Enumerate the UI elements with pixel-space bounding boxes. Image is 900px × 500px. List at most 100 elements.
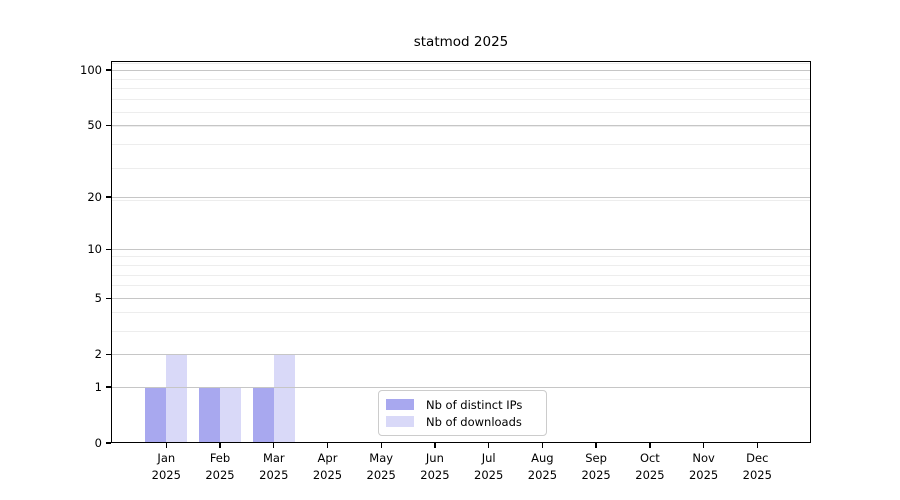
x-tick-label: Sep 2025: [564, 450, 628, 483]
x-tick-month: Jun: [425, 451, 444, 465]
bar-distinct-ips-mar: [252, 386, 274, 443]
gridline-minor: [111, 312, 811, 314]
y-tick-label: 10: [87, 241, 102, 256]
x-tick-label: Feb 2025: [188, 450, 252, 483]
x-tick-label: Jan 2025: [134, 450, 198, 483]
legend-swatch-downloads: [386, 415, 414, 428]
x-tick-month: Jul: [481, 451, 496, 465]
x-tick-month: Jan: [157, 451, 176, 465]
x-tick-year: 2025: [259, 467, 289, 482]
x-tick-month: Oct: [639, 451, 660, 465]
gridline-minor: [111, 126, 811, 128]
x-tick-mark: [649, 443, 651, 448]
x-tick-mark: [273, 443, 275, 448]
x-tick-mark: [165, 443, 167, 448]
x-tick-year: 2025: [688, 467, 719, 482]
x-tick-label: Apr 2025: [296, 450, 360, 483]
x-tick-mark: [434, 443, 436, 448]
bar-downloads-mar: [273, 354, 295, 443]
gridline-major: [111, 196, 811, 198]
y-tick-mark: [105, 442, 111, 444]
gridline-minor: [111, 330, 811, 332]
gridline-minor: [111, 88, 811, 90]
legend-swatch-distinct-ips: [386, 398, 414, 411]
bar-distinct-ips-jan: [145, 386, 167, 443]
x-tick-label: Aug 2025: [510, 450, 574, 483]
y-tick-mark: [105, 353, 111, 355]
gridline-minor: [111, 70, 811, 72]
gridline-minor: [111, 265, 811, 266]
x-tick-mark: [326, 443, 329, 448]
x-tick-month: Feb: [209, 451, 231, 465]
x-tick-mark: [380, 443, 382, 448]
x-tick-year: 2025: [474, 467, 504, 482]
y-tick-label: 5: [94, 290, 102, 305]
x-tick-month: Sep: [585, 451, 607, 465]
x-tick-mark: [756, 443, 758, 448]
legend-label-distinct-ips: Nb of distinct IPs: [426, 397, 523, 412]
x-tick-year: 2025: [366, 467, 396, 482]
y-tick-mark: [105, 69, 111, 71]
y-tick-label: 0: [94, 435, 102, 450]
axes-frame: [111, 61, 811, 443]
x-tick-year: 2025: [151, 467, 181, 482]
x-tick-year: 2025: [527, 467, 558, 482]
x-tick-month: Dec: [746, 451, 769, 465]
x-tick-year: 2025: [205, 467, 235, 482]
x-tick-mark: [595, 443, 597, 448]
legend: Nb of distinct IPs Nb of downloads: [378, 390, 547, 436]
gridline-major: [111, 124, 811, 126]
x-tick-month: Aug: [531, 451, 554, 465]
gridline-minor: [111, 111, 811, 113]
x-tick-year: 2025: [420, 467, 450, 482]
bar-downloads-feb: [220, 386, 242, 443]
x-tick-label: Mar 2025: [242, 450, 306, 483]
x-tick-mark: [219, 443, 221, 448]
y-tick-label: 100: [80, 62, 102, 77]
x-tick-label: Jun 2025: [403, 450, 467, 483]
gridline-major: [111, 69, 811, 71]
x-tick-year: 2025: [635, 467, 665, 482]
x-tick-label: May 2025: [349, 450, 413, 483]
legend-label-downloads: Nb of downloads: [426, 414, 522, 429]
gridline-major: [111, 386, 811, 388]
x-tick-month: Nov: [692, 451, 715, 465]
y-tick-mark: [105, 124, 111, 126]
x-tick-month: Apr: [317, 451, 338, 465]
legend-item-downloads: Nb of downloads: [386, 415, 538, 429]
gridline-major: [111, 248, 811, 250]
bar-downloads-jan: [166, 354, 188, 443]
chart-title: statmod 2025: [413, 34, 509, 50]
y-tick-label: 50: [87, 117, 102, 132]
y-tick-label: 2: [94, 346, 102, 361]
x-tick-year: 2025: [742, 467, 772, 482]
x-tick-month: May: [369, 451, 394, 465]
gridline-minor: [111, 78, 811, 80]
x-tick-year: 2025: [581, 467, 611, 482]
x-tick-mark: [702, 443, 705, 448]
x-tick-label: Dec 2025: [725, 450, 789, 483]
legend-item-distinct-ips: Nb of distinct IPs: [386, 398, 538, 412]
y-tick-mark: [105, 248, 111, 250]
gridline-minor: [111, 274, 811, 276]
x-tick-label: Oct 2025: [618, 450, 682, 483]
gridline-minor: [111, 99, 811, 101]
y-tick-label: 1: [94, 379, 102, 394]
gridline-minor: [111, 144, 811, 146]
y-tick-mark: [105, 297, 111, 299]
gridline-minor: [111, 200, 811, 202]
x-tick-mark: [488, 443, 490, 448]
gridline-major: [111, 297, 811, 299]
x-tick-label: Jul 2025: [457, 450, 521, 483]
y-tick-label: 20: [87, 189, 102, 204]
y-tick-mark: [105, 386, 111, 388]
x-tick-label: Nov 2025: [672, 450, 736, 483]
bar-distinct-ips-feb: [199, 386, 221, 443]
gridline-major: [111, 353, 811, 355]
x-tick-month: Mar: [262, 451, 285, 465]
x-tick-year: 2025: [312, 467, 343, 482]
y-tick-mark: [105, 196, 111, 198]
gridline-minor: [111, 167, 811, 169]
x-tick-mark: [541, 443, 544, 448]
